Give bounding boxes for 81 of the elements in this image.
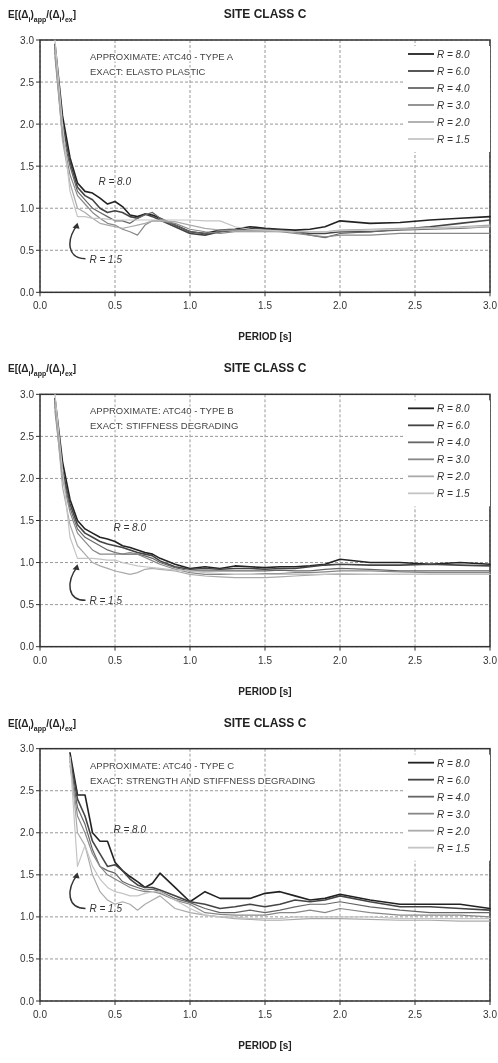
x-tick-label: 3.0 — [483, 1009, 498, 1020]
y-tick-label: 2.5 — [20, 76, 35, 88]
legend-label: R = 3.0 — [437, 100, 470, 111]
legend-label: R = 3.0 — [437, 454, 470, 466]
x-tick-label: 1.5 — [258, 300, 273, 312]
y-tick-label: 2.0 — [20, 827, 35, 839]
x-tick-label: 2.5 — [408, 300, 423, 312]
x-tick-label: 2.0 — [333, 654, 348, 666]
legend-label: R = 6.0 — [437, 774, 470, 786]
x-tick-label: 2.0 — [333, 1009, 348, 1020]
y-tick-label: 3.0 — [20, 34, 35, 46]
y-tick-label: 2.5 — [20, 430, 35, 442]
x-tick-label: 0.5 — [108, 654, 123, 666]
annotation: APPROXIMATE: ATC40 - TYPE A — [90, 51, 234, 62]
y-tick-label: 0.0 — [20, 641, 35, 653]
annotation: EXACT: STIFFNESS DEGRADING — [90, 420, 239, 432]
chart-title: SITE CLASS C — [223, 361, 307, 376]
y-tick-label: 1.0 — [20, 557, 35, 569]
y-tick-label: 0.0 — [20, 286, 35, 298]
y-tick-label: 3.0 — [20, 743, 35, 755]
legend-label: R = 4.0 — [437, 83, 470, 94]
y-tick-label: 3.0 — [20, 388, 35, 400]
annotation: R = 8.0 — [113, 824, 147, 836]
y-tick-label: 2.0 — [20, 118, 35, 130]
legend-label: R = 8.0 — [437, 403, 470, 415]
y-tick-label: 1.5 — [20, 869, 35, 881]
legend-label: R = 8.0 — [437, 49, 470, 60]
chart-title: SITE CLASS C — [223, 715, 307, 730]
x-tick-label: 2.5 — [408, 654, 423, 666]
annotation: R = 8.0 — [113, 522, 147, 533]
annotation: EXACT: ELASTO PLASTIC — [90, 66, 206, 77]
text: E[(Δ$_{i}$)$_{app}$/(Δ$_{i}$)$_{ex}$] — [8, 363, 77, 377]
y-tick-label: 0.5 — [20, 953, 35, 965]
legend-label: R = 3.0 — [437, 808, 470, 820]
x-tick-label: 1.0 — [183, 654, 198, 666]
y-tick-label: 1.0 — [20, 202, 35, 214]
y-tick-label: 1.0 — [20, 911, 35, 923]
legend-label: R = 1.5 — [437, 134, 470, 145]
annotation: R = 1.5 — [89, 903, 123, 915]
x-tick-label: 0.0 — [33, 300, 48, 312]
legend-label: R = 8.0 — [437, 757, 470, 769]
x-tick-label: 3.0 — [483, 300, 498, 312]
annotation: EXACT: STRENGTH AND STIFFNESS DEGRADING — [90, 774, 316, 786]
y-tick-label: 2.0 — [20, 472, 35, 484]
y-tick-label: 0.5 — [20, 244, 35, 256]
x-tick-label: 1.0 — [183, 300, 198, 312]
legend-label: R = 4.0 — [437, 791, 470, 803]
y-tick-label: 1.5 — [20, 515, 35, 526]
x-tick-label: 0.0 — [33, 1009, 48, 1020]
annotation: APPROXIMATE: ATC40 - TYPE B — [90, 405, 234, 417]
annotation: APPROXIMATE: ATC40 - TYPE C — [90, 759, 235, 771]
x-tick-label: 1.0 — [183, 1009, 198, 1020]
text: E[(Δ$_{i}$)$_{app}$/(Δ$_{i}$)$_{ex}$] — [8, 9, 77, 23]
y-tick-label: 2.5 — [20, 785, 35, 797]
x-tick-label: 1.5 — [258, 654, 273, 666]
legend-label: R = 2.0 — [437, 117, 470, 128]
annotation: R = 8.0 — [98, 176, 132, 188]
x-tick-label: 0.5 — [108, 1009, 123, 1020]
x-tick-label: 0.0 — [33, 654, 48, 666]
text: E[(Δ$_{i}$)$_{app}$/(Δ$_{i}$)$_{ex}$] — [8, 717, 77, 732]
chart-title: SITE CLASS C — [223, 7, 307, 21]
legend-label: R = 1.5 — [437, 842, 470, 854]
annotation: R = 1.5 — [89, 253, 123, 265]
x-axis-title: PERIOD [s] — [238, 685, 292, 697]
y-tick-label: 0.0 — [20, 995, 35, 1007]
x-tick-label: 0.5 — [108, 300, 123, 312]
x-tick-label: 3.0 — [483, 654, 498, 666]
legend-label: R = 2.0 — [437, 825, 470, 837]
legend-label: R = 4.0 — [437, 437, 470, 449]
x-tick-label: 2.0 — [333, 300, 348, 312]
legend-label: R = 1.5 — [437, 488, 470, 500]
x-tick-label: 2.5 — [408, 1009, 423, 1020]
legend-label: R = 6.0 — [437, 66, 470, 77]
annotation: R = 1.5 — [89, 595, 123, 607]
x-axis-title: PERIOD [s] — [238, 1040, 292, 1051]
y-tick-label: 1.5 — [20, 160, 35, 172]
x-tick-label: 1.5 — [258, 1009, 273, 1020]
legend-label: R = 2.0 — [437, 471, 470, 483]
y-tick-label: 0.5 — [20, 599, 35, 611]
legend-label: R = 6.0 — [437, 420, 470, 432]
x-axis-title: PERIOD [s] — [238, 331, 292, 343]
